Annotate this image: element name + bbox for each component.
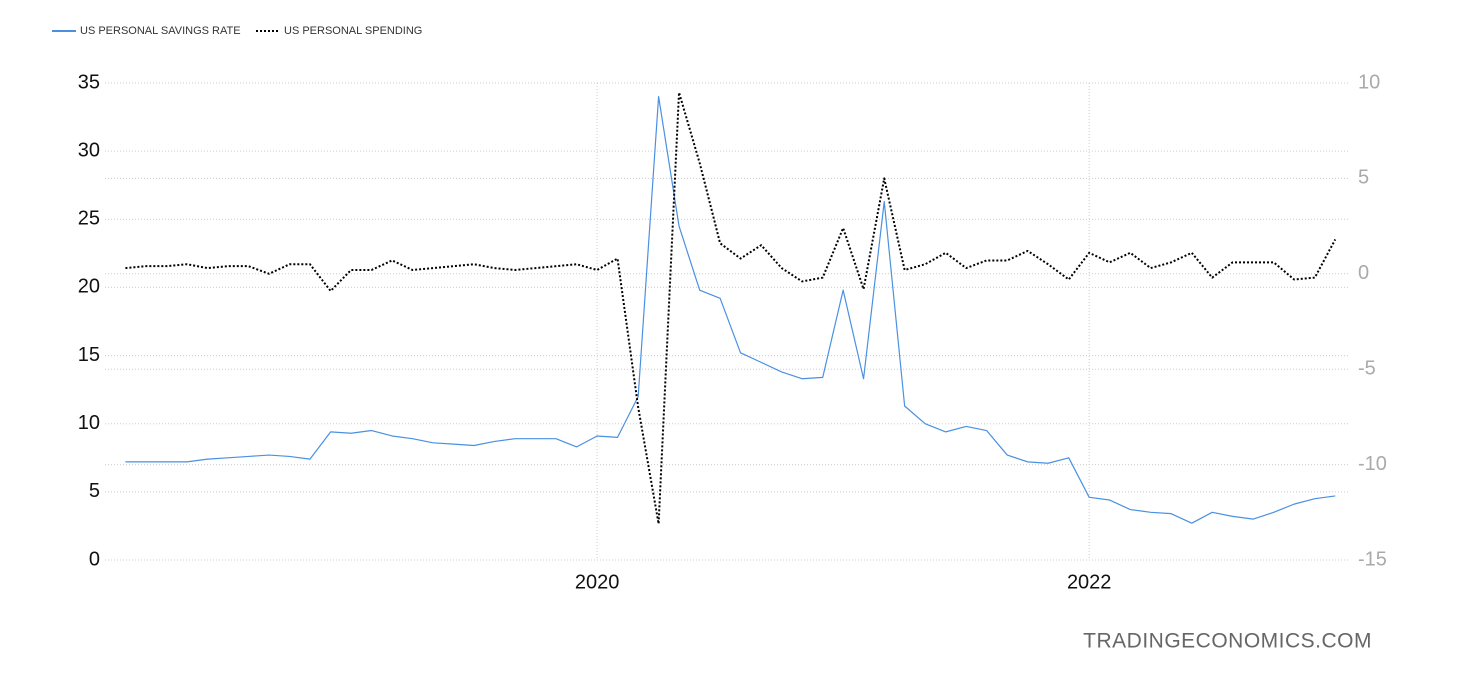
legend-label: US PERSONAL SAVINGS RATE xyxy=(80,25,241,37)
y-tick-label: 20 xyxy=(78,276,100,298)
y2-tick-label: 0 xyxy=(1358,262,1369,284)
y-tick-label: 0 xyxy=(89,548,100,570)
y-tick-label: 10 xyxy=(78,412,100,434)
y-tick-label: 5 xyxy=(89,480,100,502)
y2-tick-label: 10 xyxy=(1358,71,1380,93)
y-tick-label: 35 xyxy=(78,71,100,93)
y-tick-label: 25 xyxy=(78,208,100,230)
y2-tick-label: -10 xyxy=(1358,453,1387,475)
x-tick-label: 2020 xyxy=(575,571,620,593)
series-line xyxy=(125,91,1337,525)
legend-label: US PERSONAL SPENDING xyxy=(284,25,422,37)
y-tick-label: 15 xyxy=(78,344,100,366)
watermark: TRADINGECONOMICS.COM xyxy=(1083,630,1372,653)
series-line xyxy=(125,96,1336,524)
x-tick-label: 2022 xyxy=(1067,571,1112,593)
y2-tick-label: 5 xyxy=(1358,167,1369,189)
y2-tick-label: -5 xyxy=(1358,357,1376,379)
y2-tick-label: -15 xyxy=(1358,548,1387,570)
y-tick-label: 30 xyxy=(78,139,100,161)
